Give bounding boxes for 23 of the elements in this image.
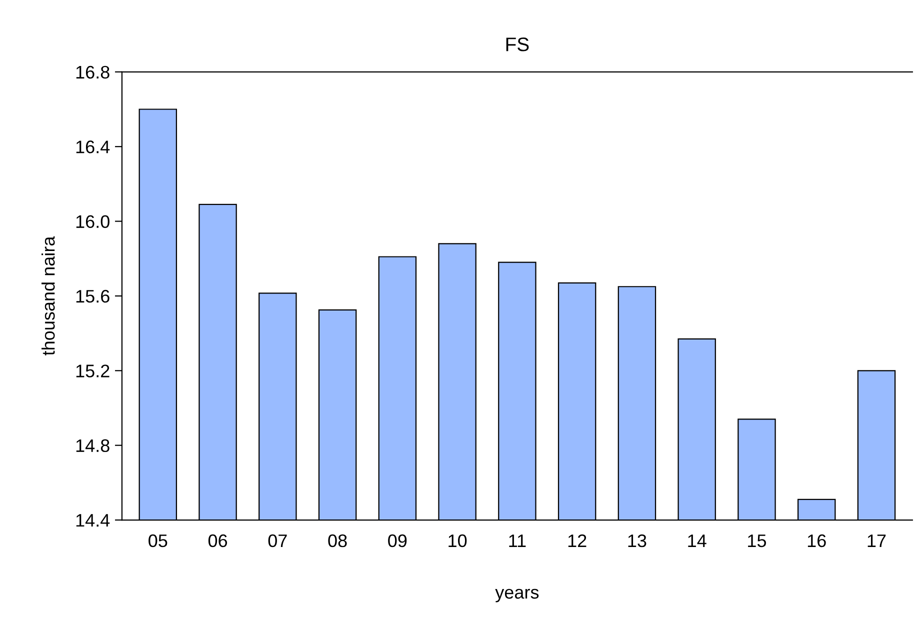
x-tick-label: 08	[328, 534, 347, 548]
x-tick-label: 14	[688, 534, 706, 547]
chart-title: FS	[506, 37, 529, 52]
x-tick-label: 05	[148, 534, 168, 548]
y-tick-label: 16.8	[76, 66, 110, 79]
y-tick-label: 15.6	[76, 290, 110, 303]
x-tick-label: 13	[628, 534, 646, 548]
x-tick-label: 09	[388, 534, 407, 548]
x-axis-title: years	[495, 588, 539, 602]
y-axis-title: thousand naira	[42, 236, 55, 356]
y-tick-label: 14.4	[76, 514, 110, 527]
x-tick-label: 17	[868, 534, 886, 547]
y-tick-label: 15.2	[76, 364, 110, 378]
x-tick-label: 07	[268, 534, 287, 548]
x-tick-label: 12	[568, 534, 586, 547]
x-tick-label: 06	[208, 534, 228, 548]
x-tick-label: 16	[808, 534, 826, 548]
y-tick-label: 16.0	[76, 215, 110, 228]
y-tick-label: 14.8	[76, 439, 110, 452]
x-tick-label: 11	[509, 534, 526, 547]
x-tick-label: 10	[448, 534, 467, 548]
x-tick-label: 15	[748, 534, 766, 548]
y-tick-label: 16.4	[76, 140, 110, 154]
